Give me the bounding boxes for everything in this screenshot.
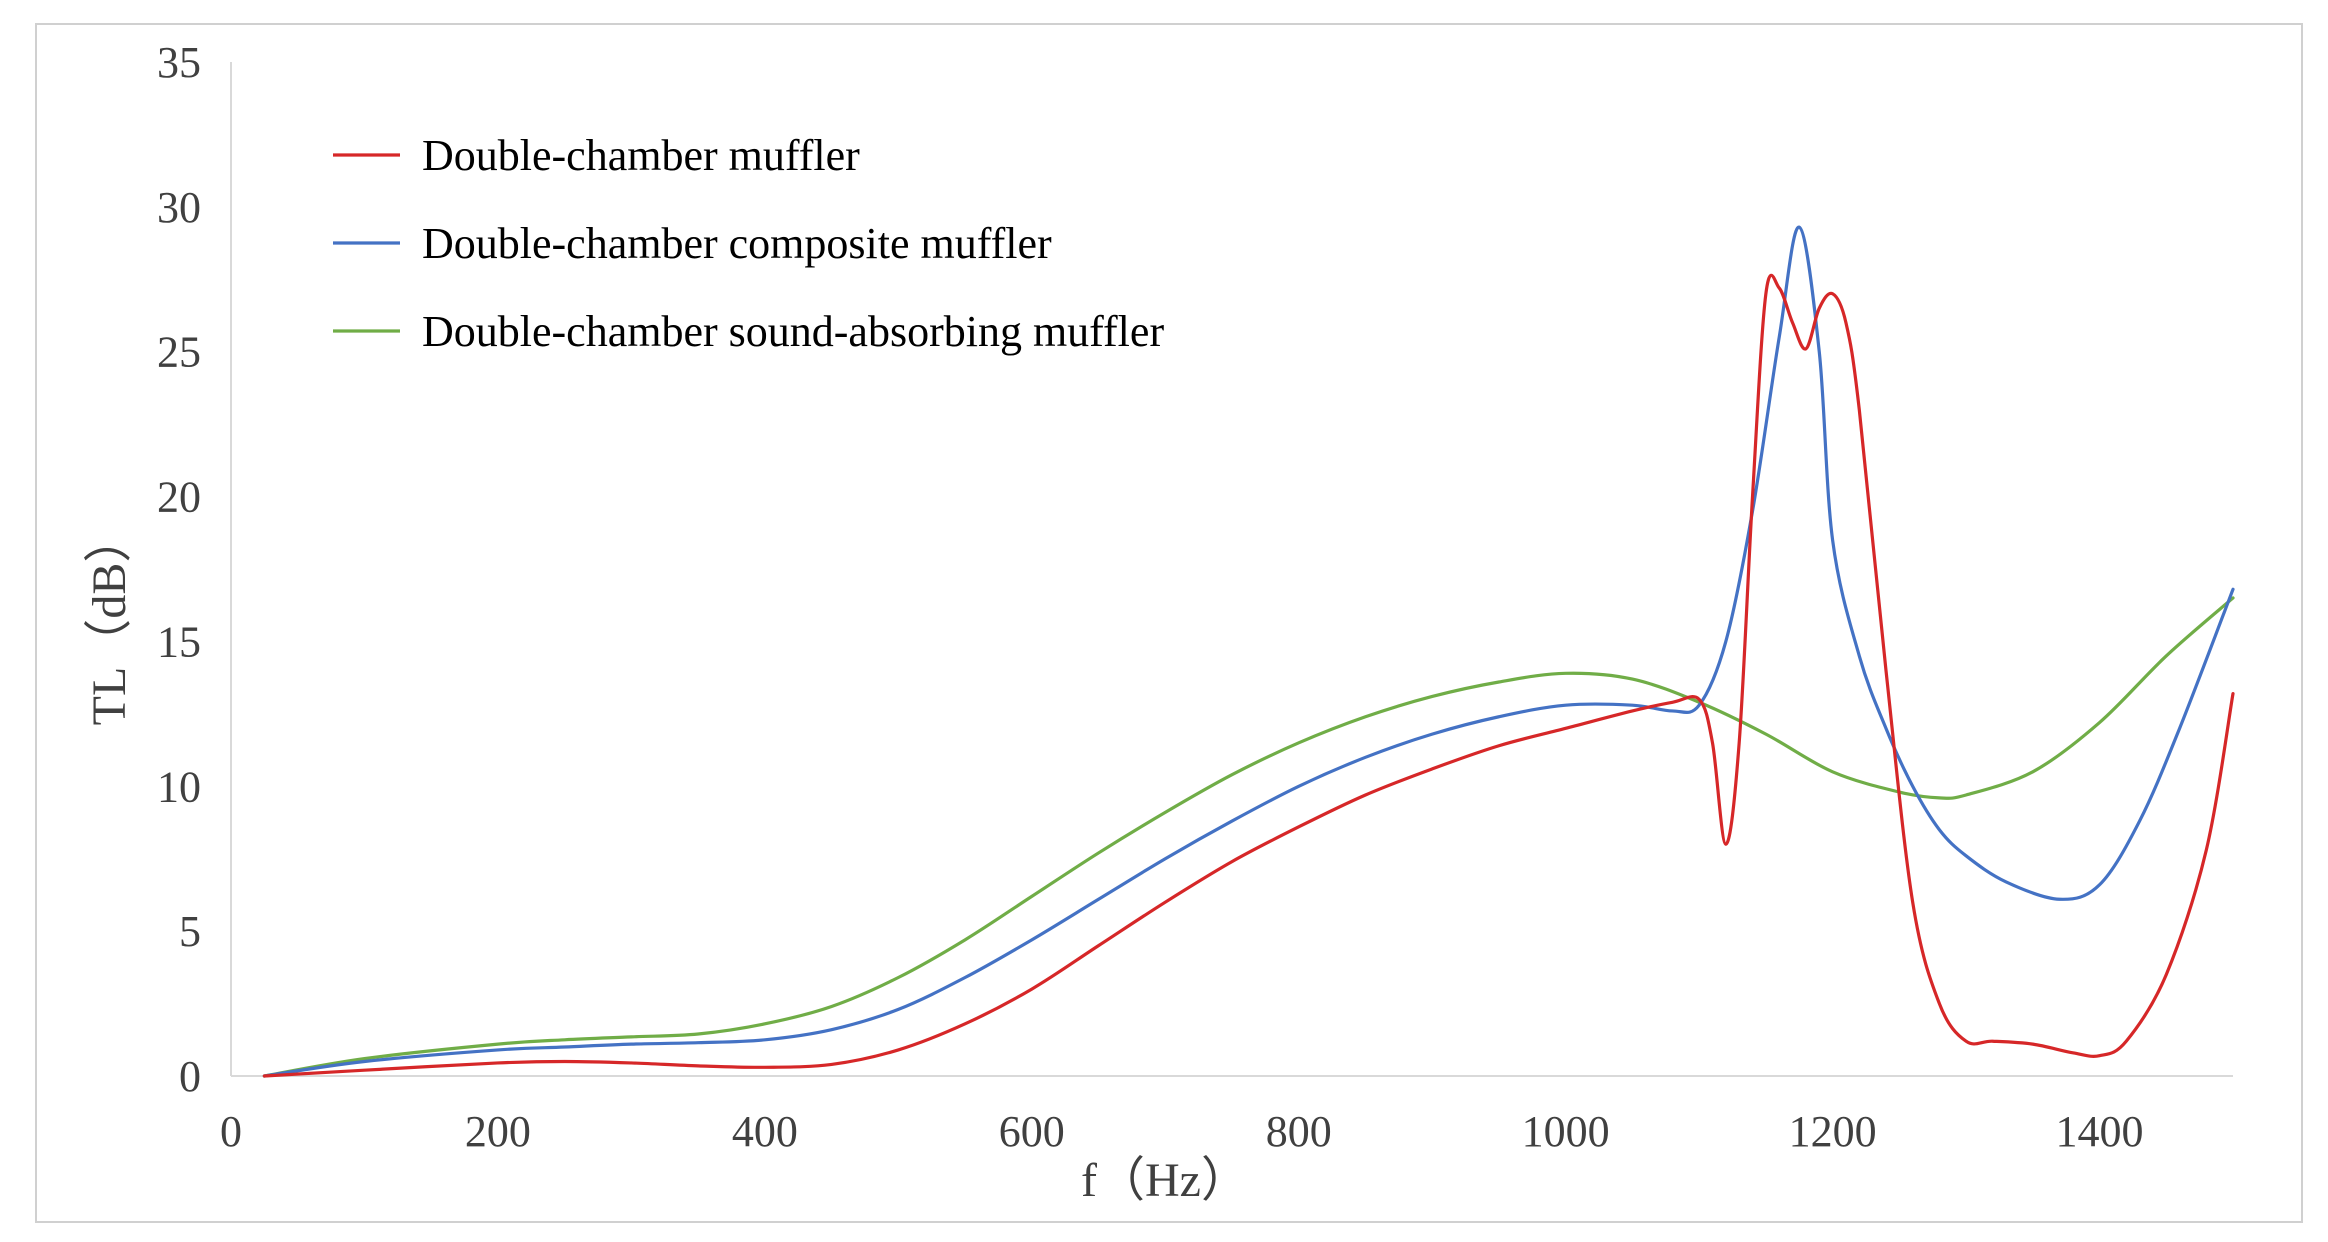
x-tick-label: 800 xyxy=(1266,1107,1332,1156)
legend-item-sound-absorbing: Double-chamber sound-absorbing muffler xyxy=(333,307,1164,356)
x-tick-label: 0 xyxy=(220,1107,242,1156)
x-tick-label: 600 xyxy=(999,1107,1065,1156)
x-tick-label: 400 xyxy=(732,1107,798,1156)
legend-label: Double-chamber muffler xyxy=(422,131,860,180)
x-tick-label: 1400 xyxy=(2056,1107,2144,1156)
y-axis-title: TL（dB） xyxy=(83,515,136,726)
y-tick-label: 0 xyxy=(179,1052,201,1101)
y-tick-label: 10 xyxy=(157,762,201,811)
x-axis-title: f（Hz） xyxy=(1081,1154,1249,1207)
y-tick-labels: 0 5 10 15 20 25 30 35 xyxy=(157,38,201,1101)
y-tick-label: 25 xyxy=(157,328,201,377)
series-line-double-chamber xyxy=(262,273,2235,1078)
legend: Double-chamber muffler Double-chamber com… xyxy=(333,131,1164,356)
x-tick-label: 1000 xyxy=(1522,1107,1610,1156)
chart-border xyxy=(35,23,2303,1223)
y-tick-label: 15 xyxy=(157,617,201,666)
y-tick-label: 5 xyxy=(179,907,201,956)
series-line-sound-absorbing xyxy=(262,596,2235,1078)
x-tick-label: 1200 xyxy=(1789,1107,1877,1156)
legend-label: Double-chamber sound-absorbing muffler xyxy=(422,307,1164,356)
x-tick-label: 200 xyxy=(465,1107,531,1156)
y-tick-label: 20 xyxy=(157,473,201,522)
y-tick-label: 30 xyxy=(157,183,201,232)
x-tick-labels: 0 200 400 600 800 1000 1200 1400 xyxy=(220,1107,2144,1156)
legend-item-double-chamber: Double-chamber muffler xyxy=(333,131,860,180)
legend-label: Double-chamber composite muffler xyxy=(422,219,1052,268)
y-tick-label: 35 xyxy=(157,38,201,87)
legend-item-composite: Double-chamber composite muffler xyxy=(333,219,1052,268)
series-line-composite xyxy=(262,225,2235,1078)
series-lines xyxy=(262,225,2235,1078)
